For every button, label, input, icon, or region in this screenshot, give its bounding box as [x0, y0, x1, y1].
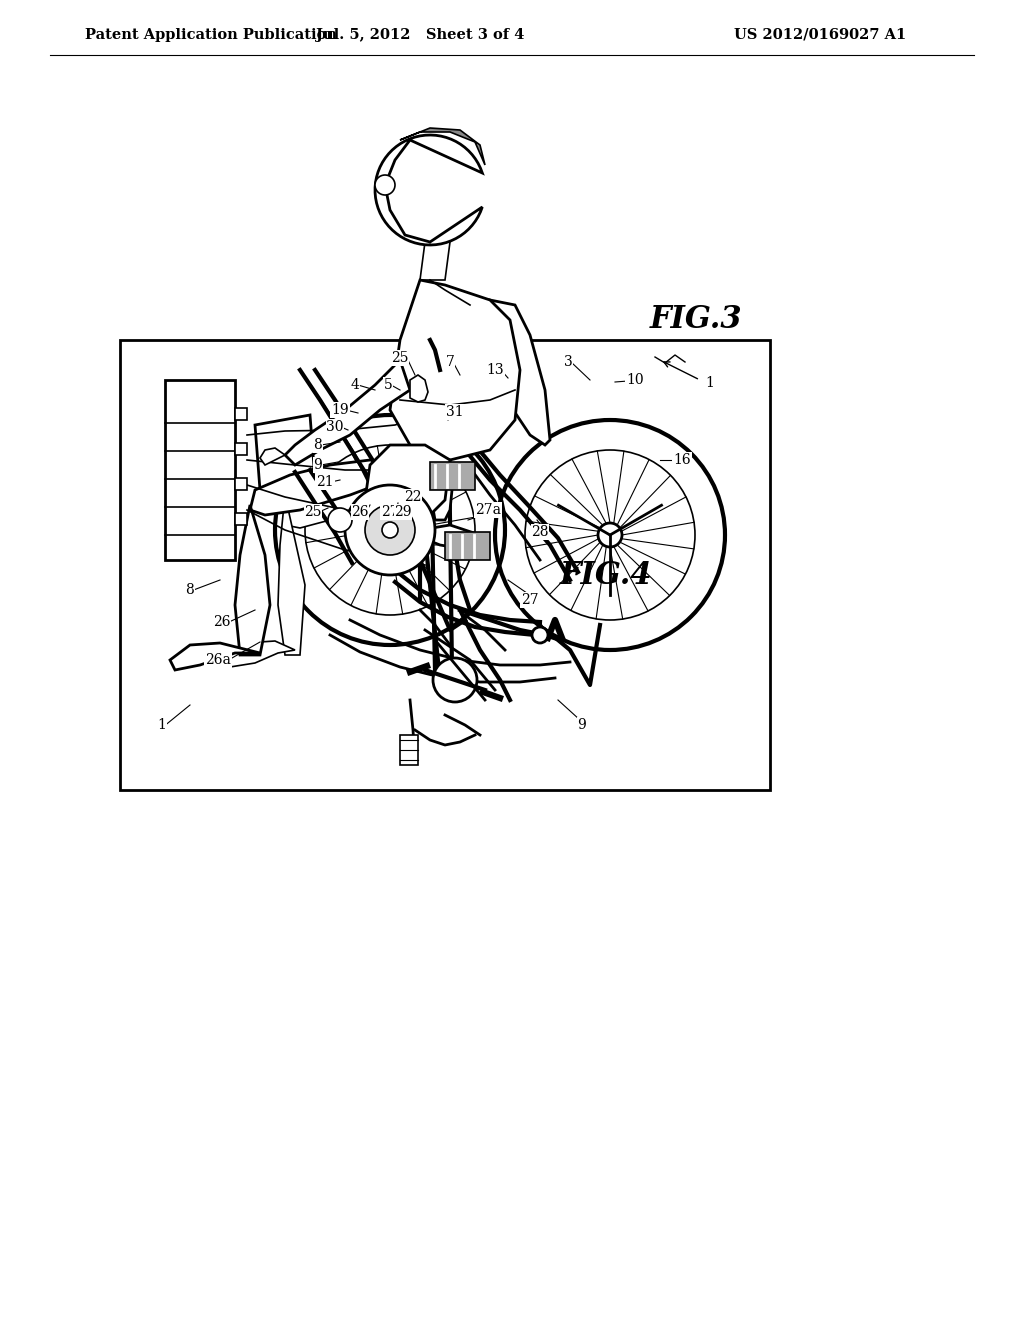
Bar: [165, 380, 234, 560]
Text: 9: 9: [313, 458, 323, 473]
Polygon shape: [400, 128, 485, 165]
Text: 22: 22: [404, 490, 422, 504]
Text: Jul. 5, 2012   Sheet 3 of 4: Jul. 5, 2012 Sheet 3 of 4: [315, 28, 524, 42]
Text: 19: 19: [331, 403, 349, 417]
Text: 27: 27: [381, 506, 398, 519]
Text: 21: 21: [316, 475, 334, 488]
Circle shape: [365, 506, 415, 554]
Text: 13: 13: [486, 363, 504, 378]
Text: 9: 9: [578, 718, 587, 733]
Text: FIG.3: FIG.3: [650, 305, 742, 335]
Text: 26: 26: [213, 615, 230, 630]
Text: 30: 30: [327, 420, 344, 434]
Polygon shape: [234, 506, 270, 655]
Text: 7: 7: [445, 355, 455, 370]
Polygon shape: [260, 447, 285, 465]
Text: FIG.4: FIG.4: [560, 560, 652, 590]
Text: 27a: 27a: [475, 503, 501, 517]
Polygon shape: [225, 642, 295, 667]
Polygon shape: [420, 242, 450, 280]
Text: 5: 5: [384, 378, 392, 392]
Text: 10: 10: [627, 374, 644, 387]
Bar: [400, 735, 418, 766]
Text: US 2012/0169027 A1: US 2012/0169027 A1: [734, 28, 906, 42]
Polygon shape: [418, 370, 452, 520]
Text: 29: 29: [394, 506, 412, 519]
Polygon shape: [278, 495, 305, 655]
Text: 27: 27: [521, 593, 539, 607]
Bar: [445, 532, 490, 560]
Bar: [234, 444, 247, 455]
Text: 1: 1: [158, 718, 167, 733]
Polygon shape: [415, 525, 480, 550]
Bar: [234, 513, 247, 525]
Polygon shape: [285, 360, 410, 465]
Polygon shape: [250, 459, 406, 515]
Polygon shape: [365, 445, 450, 531]
Text: 8: 8: [185, 583, 195, 597]
Circle shape: [345, 484, 435, 576]
Text: 28: 28: [531, 525, 549, 539]
Text: 8: 8: [313, 438, 323, 451]
Bar: [234, 408, 247, 420]
Text: 16: 16: [673, 453, 691, 467]
Text: 25: 25: [304, 506, 322, 519]
Text: 4: 4: [350, 378, 359, 392]
Polygon shape: [375, 135, 482, 246]
Polygon shape: [255, 414, 315, 490]
Text: 3: 3: [563, 355, 572, 370]
Text: Patent Application Publication: Patent Application Publication: [85, 28, 337, 42]
Text: 1: 1: [705, 376, 714, 389]
Text: 31: 31: [446, 405, 464, 418]
Polygon shape: [490, 300, 550, 445]
Text: 25: 25: [391, 351, 409, 366]
Circle shape: [328, 508, 352, 532]
Circle shape: [598, 523, 622, 546]
Circle shape: [433, 657, 477, 702]
Circle shape: [382, 521, 398, 539]
Polygon shape: [410, 375, 428, 403]
Polygon shape: [390, 280, 520, 459]
Circle shape: [378, 517, 402, 543]
Circle shape: [532, 627, 548, 643]
Bar: [120, 341, 770, 789]
Bar: [430, 462, 475, 490]
Polygon shape: [170, 643, 260, 671]
Bar: [234, 478, 247, 490]
Text: 26a: 26a: [205, 653, 231, 667]
Text: 26: 26: [351, 506, 369, 519]
Polygon shape: [285, 482, 420, 528]
Circle shape: [375, 176, 395, 195]
